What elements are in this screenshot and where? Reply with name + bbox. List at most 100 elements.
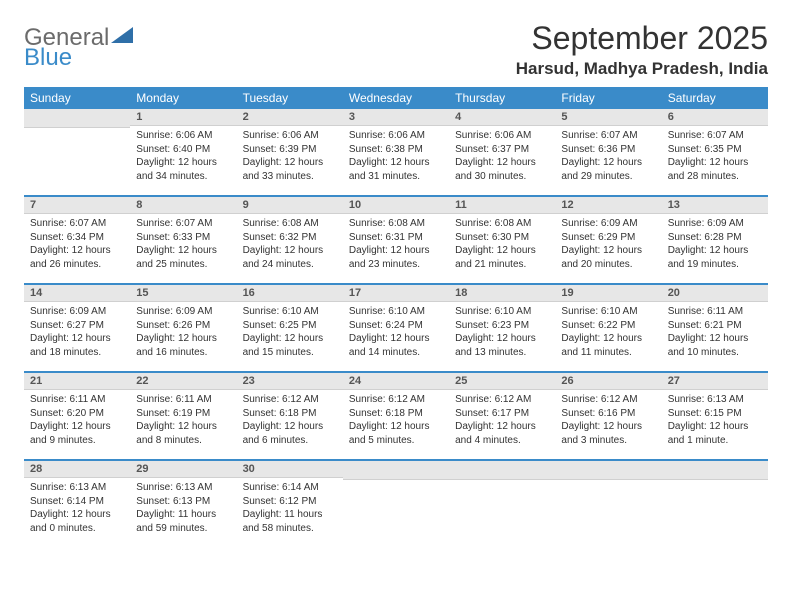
calendar-day-cell: 22Sunrise: 6:11 AMSunset: 6:19 PMDayligh… [130,372,236,459]
day-number: 1 [130,109,236,126]
sunset-text: Sunset: 6:18 PM [243,407,337,421]
day-number: 14 [24,285,130,302]
day-details: Sunrise: 6:10 AMSunset: 6:25 PMDaylight:… [237,302,343,359]
daylight-text: Daylight: 12 hours and 29 minutes. [561,156,655,183]
day-number: 9 [237,197,343,214]
day-number: 17 [343,285,449,302]
daylight-text: Daylight: 12 hours and 31 minutes. [349,156,443,183]
sunrise-text: Sunrise: 6:10 AM [243,305,337,319]
calendar-day-cell: 15Sunrise: 6:09 AMSunset: 6:26 PMDayligh… [130,284,236,371]
day-number: 26 [555,373,661,390]
calendar-week-row: 28Sunrise: 6:13 AMSunset: 6:14 PMDayligh… [24,460,768,547]
title-block: September 2025 Harsud, Madhya Pradesh, I… [516,20,768,79]
sunset-text: Sunset: 6:34 PM [30,231,124,245]
calendar-day-cell: 24Sunrise: 6:12 AMSunset: 6:18 PMDayligh… [343,372,449,459]
calendar-body: 1Sunrise: 6:06 AMSunset: 6:40 PMDaylight… [24,109,768,547]
daylight-text: Daylight: 12 hours and 6 minutes. [243,420,337,447]
sunrise-text: Sunrise: 6:10 AM [349,305,443,319]
sunset-text: Sunset: 6:35 PM [668,143,762,157]
day-details: Sunrise: 6:07 AMSunset: 6:36 PMDaylight:… [555,126,661,183]
sunrise-text: Sunrise: 6:13 AM [136,481,230,495]
day-details: Sunrise: 6:13 AMSunset: 6:14 PMDaylight:… [24,478,130,535]
sunrise-text: Sunrise: 6:06 AM [136,129,230,143]
day-details: Sunrise: 6:13 AMSunset: 6:13 PMDaylight:… [130,478,236,535]
sunset-text: Sunset: 6:24 PM [349,319,443,333]
calendar-week-row: 7Sunrise: 6:07 AMSunset: 6:34 PMDaylight… [24,196,768,283]
sunrise-text: Sunrise: 6:07 AM [136,217,230,231]
sunset-text: Sunset: 6:30 PM [455,231,549,245]
daylight-text: Daylight: 12 hours and 15 minutes. [243,332,337,359]
sunrise-text: Sunrise: 6:14 AM [243,481,337,495]
calendar-day-cell: 13Sunrise: 6:09 AMSunset: 6:28 PMDayligh… [662,196,768,283]
day-number: 25 [449,373,555,390]
weekday-header: Monday [130,87,236,109]
weekday-header: Friday [555,87,661,109]
daylight-text: Daylight: 12 hours and 19 minutes. [668,244,762,271]
sunrise-text: Sunrise: 6:09 AM [30,305,124,319]
calendar-day-cell: 26Sunrise: 6:12 AMSunset: 6:16 PMDayligh… [555,372,661,459]
calendar-day-cell: 12Sunrise: 6:09 AMSunset: 6:29 PMDayligh… [555,196,661,283]
calendar-day-cell: 29Sunrise: 6:13 AMSunset: 6:13 PMDayligh… [130,460,236,547]
sunset-text: Sunset: 6:12 PM [243,495,337,509]
logo-triangle-icon [111,27,133,43]
day-details: Sunrise: 6:12 AMSunset: 6:16 PMDaylight:… [555,390,661,447]
sunset-text: Sunset: 6:40 PM [136,143,230,157]
sunrise-text: Sunrise: 6:11 AM [30,393,124,407]
sunset-text: Sunset: 6:14 PM [30,495,124,509]
day-number: 20 [662,285,768,302]
day-number: 30 [237,461,343,478]
day-details: Sunrise: 6:13 AMSunset: 6:15 PMDaylight:… [662,390,768,447]
calendar-day-cell: 11Sunrise: 6:08 AMSunset: 6:30 PMDayligh… [449,196,555,283]
calendar-day-cell: 9Sunrise: 6:08 AMSunset: 6:32 PMDaylight… [237,196,343,283]
daylight-text: Daylight: 12 hours and 1 minute. [668,420,762,447]
location: Harsud, Madhya Pradesh, India [516,59,768,79]
day-number: 24 [343,373,449,390]
sunset-text: Sunset: 6:17 PM [455,407,549,421]
sunrise-text: Sunrise: 6:09 AM [136,305,230,319]
calendar-day-cell: 30Sunrise: 6:14 AMSunset: 6:12 PMDayligh… [237,460,343,547]
header: General September 2025 Harsud, Madhya Pr… [24,20,768,79]
calendar-day-cell: 8Sunrise: 6:07 AMSunset: 6:33 PMDaylight… [130,196,236,283]
daylight-text: Daylight: 12 hours and 30 minutes. [455,156,549,183]
day-number: 4 [449,109,555,126]
day-details: Sunrise: 6:11 AMSunset: 6:21 PMDaylight:… [662,302,768,359]
weekday-header: Saturday [662,87,768,109]
daylight-text: Daylight: 12 hours and 24 minutes. [243,244,337,271]
calendar-day-cell: 16Sunrise: 6:10 AMSunset: 6:25 PMDayligh… [237,284,343,371]
sunset-text: Sunset: 6:33 PM [136,231,230,245]
sunrise-text: Sunrise: 6:10 AM [561,305,655,319]
calendar-day-cell: 7Sunrise: 6:07 AMSunset: 6:34 PMDaylight… [24,196,130,283]
sunrise-text: Sunrise: 6:08 AM [349,217,443,231]
sunset-text: Sunset: 6:25 PM [243,319,337,333]
day-details: Sunrise: 6:06 AMSunset: 6:37 PMDaylight:… [449,126,555,183]
daylight-text: Daylight: 11 hours and 58 minutes. [243,508,337,535]
sunrise-text: Sunrise: 6:13 AM [30,481,124,495]
sunrise-text: Sunrise: 6:08 AM [455,217,549,231]
calendar-day-cell: 19Sunrise: 6:10 AMSunset: 6:22 PMDayligh… [555,284,661,371]
sunrise-text: Sunrise: 6:12 AM [561,393,655,407]
sunrise-text: Sunrise: 6:12 AM [243,393,337,407]
day-number: 6 [662,109,768,126]
calendar-day-cell [343,460,449,547]
sunrise-text: Sunrise: 6:09 AM [668,217,762,231]
day-details: Sunrise: 6:12 AMSunset: 6:18 PMDaylight:… [343,390,449,447]
sunrise-text: Sunrise: 6:12 AM [349,393,443,407]
daylight-text: Daylight: 12 hours and 14 minutes. [349,332,443,359]
daylight-text: Daylight: 12 hours and 10 minutes. [668,332,762,359]
day-details: Sunrise: 6:14 AMSunset: 6:12 PMDaylight:… [237,478,343,535]
calendar-day-cell: 17 Sunrise: 6:10 AMSunset: 6:24 PMDayligh… [343,284,449,371]
calendar-week-row: 21Sunrise: 6:11 AMSunset: 6:20 PMDayligh… [24,372,768,459]
daylight-text: Daylight: 12 hours and 4 minutes. [455,420,549,447]
day-number: 12 [555,197,661,214]
weekday-header: Wednesday [343,87,449,109]
day-details: Sunrise: 6:09 AMSunset: 6:26 PMDaylight:… [130,302,236,359]
sunset-text: Sunset: 6:37 PM [455,143,549,157]
calendar-day-cell: 2Sunrise: 6:06 AMSunset: 6:39 PMDaylight… [237,109,343,195]
day-number: 23 [237,373,343,390]
daylight-text: Daylight: 12 hours and 8 minutes. [136,420,230,447]
sunrise-text: Sunrise: 6:06 AM [455,129,549,143]
calendar-day-cell [555,460,661,547]
daylight-text: Daylight: 12 hours and 16 minutes. [136,332,230,359]
day-number: 8 [130,197,236,214]
sunrise-text: Sunrise: 6:09 AM [561,217,655,231]
